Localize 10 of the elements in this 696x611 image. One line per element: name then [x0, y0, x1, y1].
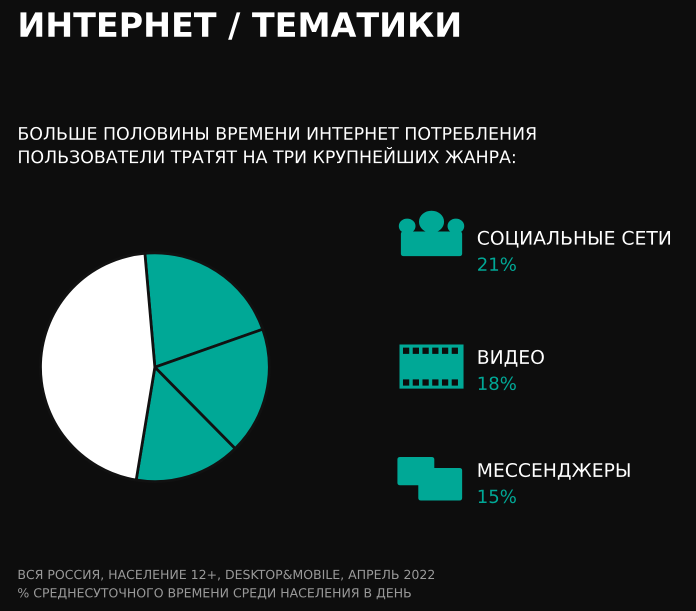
chart-title: ИНТЕРНЕТ / ТЕМАТИКИ — [20, 12, 460, 40]
legend-label: ВИДЕО — [478, 350, 544, 367]
text: % СРЕДНЕСУТОЧНОГО ВРЕМЕНИ СРЕДИ НАСЕЛЕНИЯ В ДЕНЬ — [18, 588, 411, 600]
chart-subtitle: БОЛЬШЕ ПОЛОВИНЫ ВРЕМЕНИ ИНТЕРНЕТ ПОТРЕБЛЕНИЯ ПОЛЬЗОВАТЕЛИ ТРАТЯТ НА ТРИ КРУПНЕЙШИХ ЖАНРА: — [19, 126, 536, 164]
legend-label: СОЦИАЛЬНЫЕ СЕТИ — [478, 230, 670, 248]
data-label: 18% — [478, 376, 516, 390]
text: ВСЯ РОССИЯ, НАСЕЛЕНИЕ 12+, DESKTOP&MOBILE, АПРЕЛЬ 2022 — [18, 570, 434, 580]
data-label: 21% — [478, 257, 516, 272]
legend-label: МЕССЕНДЖЕРЫ — [478, 462, 630, 480]
data-label: 15% — [478, 490, 516, 504]
